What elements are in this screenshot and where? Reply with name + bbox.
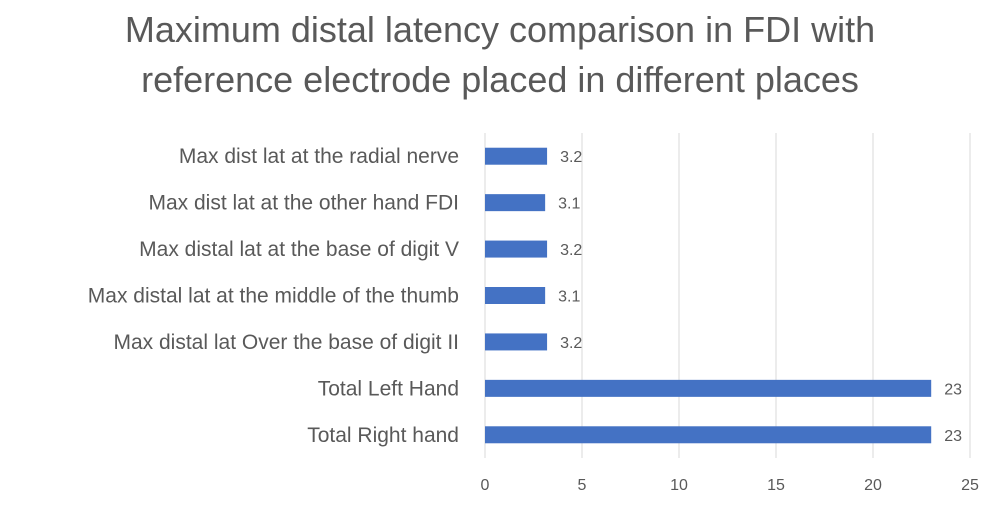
- data-label-5: 23: [944, 381, 962, 398]
- bar-4: [485, 333, 548, 351]
- bar-6: [485, 426, 932, 444]
- x-tick-label-5: 25: [961, 477, 979, 494]
- bar-1: [485, 194, 546, 212]
- x-tick-label-2: 10: [670, 477, 688, 494]
- data-label-6: 23: [944, 428, 962, 445]
- data-label-0: 3.2: [560, 149, 582, 166]
- category-label-2: Max distal lat at the base of digit V: [139, 238, 459, 261]
- data-label-1: 3.1: [558, 196, 580, 213]
- category-label-1: Max dist lat at the other hand FDI: [149, 192, 460, 215]
- chart-title-line-2: reference electrode placed in different …: [141, 59, 859, 100]
- category-label-0: Max dist lat at the radial nerve: [179, 145, 459, 168]
- data-label-2: 3.2: [560, 242, 582, 259]
- bar-2: [485, 240, 548, 258]
- bar-3: [485, 287, 546, 304]
- bar-0: [485, 147, 548, 165]
- category-label-4: Max distal lat Over the base of digit II: [114, 331, 460, 354]
- chart-title-line-1: Maximum distal latency comparison in FDI…: [124, 9, 876, 50]
- x-tick-label-0: 0: [481, 477, 490, 494]
- category-label-5: Total Left Hand: [318, 377, 459, 400]
- x-tick-label-1: 5: [578, 477, 587, 494]
- x-tick-label-4: 20: [864, 477, 882, 494]
- data-label-4: 3.2: [560, 335, 582, 352]
- category-label-3: Max distal lat at the middle of the thum…: [88, 285, 459, 308]
- data-label-3: 3.1: [558, 289, 580, 306]
- bar-5: [485, 379, 932, 397]
- x-tick-label-3: 15: [767, 477, 785, 494]
- category-label-6: Total Right hand: [307, 424, 459, 447]
